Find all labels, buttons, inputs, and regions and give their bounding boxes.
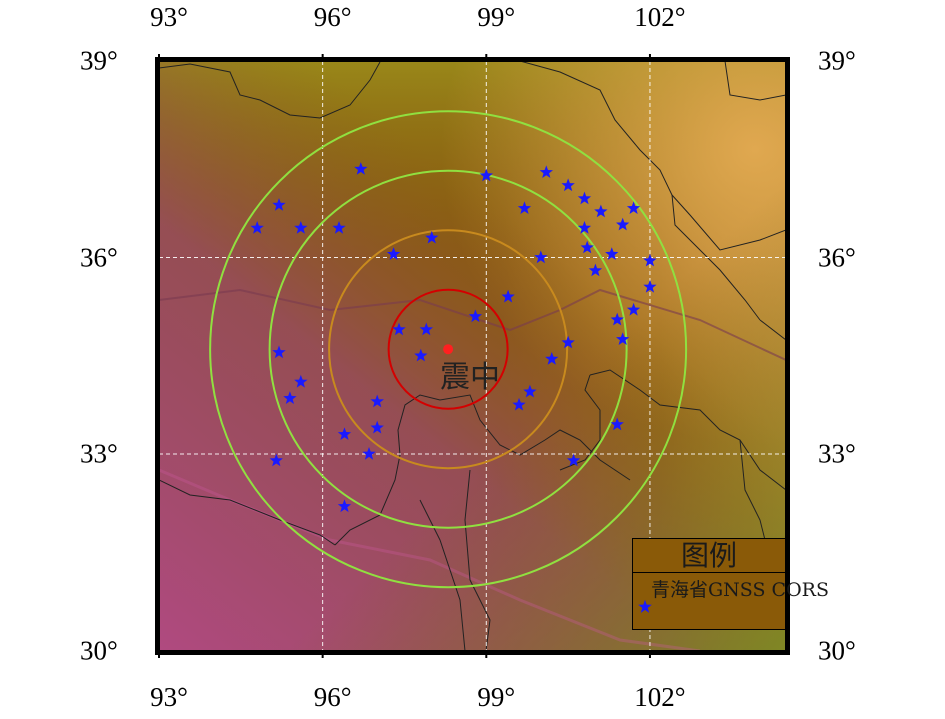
gnss-station-star (370, 420, 384, 434)
gnss-station-star (580, 240, 594, 254)
gnss-station-star (566, 453, 581, 467)
distance-ring-200km (328, 229, 569, 470)
epicenter-label: 震中 (440, 360, 500, 395)
top-label-tick: 93° (150, 2, 188, 32)
legend-star-icon (638, 599, 652, 613)
distance-ring-300km (268, 169, 628, 529)
frame-right-bar (785, 58, 789, 654)
gnss-station-star (269, 453, 283, 467)
right-label-tick: 30° (818, 635, 856, 665)
gnss-station-star (577, 191, 592, 205)
gnss-station-star (386, 247, 401, 260)
distance-ring-100km (387, 288, 509, 410)
distance-ring-400km (209, 110, 688, 589)
gnss-station-star (605, 247, 619, 260)
left-label-tick: 36° (80, 242, 118, 272)
gnss-station-star (588, 263, 603, 277)
gnss-station-star (594, 204, 608, 218)
gnss-station-star (643, 280, 657, 293)
gnss-station-star (610, 417, 624, 431)
top-label-tick: 96° (313, 2, 352, 32)
gnss-station-star (517, 201, 532, 214)
gnss-station-star (332, 221, 346, 234)
gnss-station-star (501, 289, 515, 303)
gnss-station-star (577, 221, 592, 234)
gnss-station-star (626, 201, 641, 214)
bottom-label-tick: 102° (634, 682, 686, 712)
left-label-tick: 39° (80, 45, 118, 76)
gnss-station-star (425, 230, 439, 244)
legend-entry-label: 青海省GNSS CORS (651, 579, 829, 601)
right-label-tick: 39° (818, 45, 856, 76)
bottom-label-tick: 96° (313, 682, 352, 712)
gnss-station-star (626, 302, 641, 316)
gnss-station-star (362, 447, 376, 460)
gnss-station-star (545, 352, 559, 365)
epicenter-marker (443, 344, 454, 355)
gnss-station-star (534, 250, 548, 264)
gnss-station-star (414, 348, 428, 362)
gnss-station-star (616, 332, 630, 345)
gnss-station-star (354, 162, 368, 175)
gnss-station-star (370, 394, 384, 408)
terrain-layer (159, 61, 786, 651)
gnss-station-star (294, 374, 308, 388)
gnss-station-star (523, 384, 537, 398)
gnss-station-star (419, 322, 433, 336)
gnss-station-star (479, 168, 493, 182)
gnss-station-star (616, 217, 630, 231)
gnss-station-star (643, 253, 657, 267)
right-label-tick: 36° (818, 242, 856, 272)
gnss-station-star (539, 165, 553, 178)
gnss-station-star (272, 345, 286, 359)
frame-left-bar (156, 58, 160, 654)
frame-top-bar (156, 58, 789, 62)
gnss-station-star (561, 335, 575, 349)
legend: 图例 青海省GNSS CORS (632, 538, 829, 630)
gnss-station-star (512, 397, 526, 411)
gnss-stations (250, 162, 657, 513)
right-label-tick: 33° (818, 438, 856, 469)
gnss-station-star (272, 198, 286, 211)
distance-rings (209, 110, 688, 589)
bottom-label-tick: 99° (477, 682, 516, 712)
gnss-station-star (610, 312, 624, 326)
legend-title: 图例 (633, 539, 785, 573)
gnss-station-star (392, 322, 406, 336)
bottom-label-tick: 93° (150, 682, 188, 712)
gnss-station-star (561, 178, 575, 192)
frame-bottom-bar (156, 650, 789, 654)
top-label-tick: 102° (634, 2, 686, 32)
gnss-station-star (337, 499, 352, 513)
top-label-tick: 99° (477, 2, 516, 32)
frame-ticks (158, 54, 651, 658)
gnss-station-star (468, 309, 482, 323)
gnss-station-star (283, 391, 297, 404)
left-label-tick: 33° (80, 438, 118, 469)
left-label-tick: 30° (80, 635, 118, 665)
gnss-station-star (337, 427, 352, 440)
gnss-station-star (294, 221, 308, 234)
gnss-station-star (250, 221, 264, 234)
